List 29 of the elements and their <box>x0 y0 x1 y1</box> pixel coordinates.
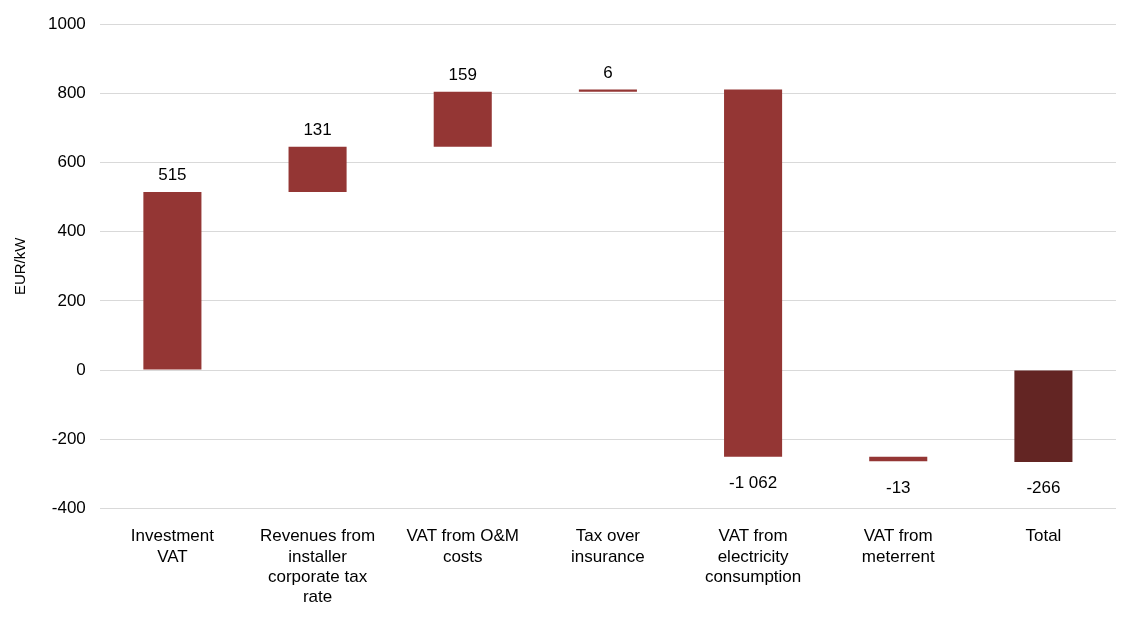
y-tick-label: 800 <box>57 83 86 103</box>
x-tick-label: VAT from electricity consumption <box>704 526 802 587</box>
bar <box>578 89 637 92</box>
data-label: -266 <box>1026 478 1061 498</box>
y-tick-label: 200 <box>57 290 86 310</box>
data-label: -13 <box>885 477 911 497</box>
data-label: 131 <box>303 119 332 139</box>
y-axis-title: EUR/kW <box>11 236 29 296</box>
data-label: 6 <box>603 62 613 82</box>
bar <box>1014 370 1073 463</box>
x-tick-label: Tax over insurance <box>571 526 645 566</box>
x-tick-label: VAT from O&M costs <box>406 526 519 566</box>
y-tick-label: 1000 <box>47 13 86 33</box>
x-tick-label: VAT from meterrent <box>861 526 935 566</box>
bar <box>288 146 347 192</box>
x-tick-label: Revenues from installer corporate tax rate <box>259 526 376 607</box>
data-label: 515 <box>158 165 187 185</box>
data-label: -1 062 <box>728 473 778 493</box>
y-tick-label: 400 <box>57 221 86 241</box>
y-tick-label: -400 <box>51 498 86 518</box>
y-tick-label: -200 <box>51 428 86 448</box>
y-tick-label: 0 <box>76 359 86 379</box>
bar <box>433 91 492 147</box>
data-label: 159 <box>448 64 477 84</box>
y-tick-label: 600 <box>57 152 86 172</box>
x-tick-label: Investment VAT <box>130 526 215 566</box>
bar <box>143 191 202 370</box>
x-tick-label: Total <box>1025 526 1062 546</box>
bar <box>724 89 783 457</box>
